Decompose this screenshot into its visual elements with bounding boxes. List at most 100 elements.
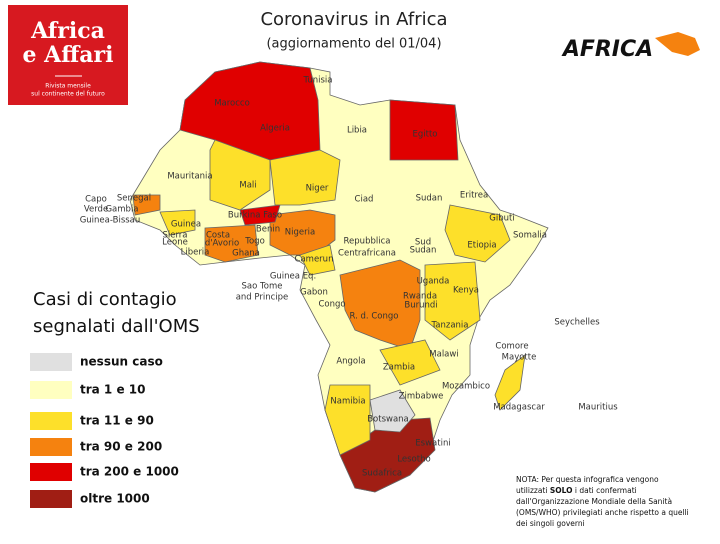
note-line: dei singoli governi — [516, 519, 585, 528]
country-label: Mayotte — [502, 353, 537, 363]
country-label: Lesotho — [397, 455, 430, 465]
region — [239, 204, 281, 226]
legend-label: nessun caso — [80, 355, 163, 369]
country-label: Burundi — [404, 301, 437, 311]
country-label: Eritrea — [460, 191, 488, 201]
legend-label: oltre 1000 — [80, 492, 150, 506]
legend-label: tra 1 e 10 — [80, 383, 145, 397]
country-label: Benin — [256, 225, 280, 235]
country-label: Capo — [85, 195, 107, 205]
legend-swatch — [30, 412, 72, 430]
country-label: Burkina Faso — [228, 211, 282, 221]
region — [369, 389, 416, 433]
country-label: Namibia — [330, 397, 365, 407]
country-label: Tunisia — [302, 76, 332, 86]
country-label: Mauritius — [578, 403, 618, 413]
legend-label: tra 200 e 1000 — [80, 465, 179, 479]
country-label: Kenya — [453, 286, 479, 296]
legend-swatch — [30, 353, 72, 371]
country-label: Costa — [206, 231, 230, 241]
country-label: Sudafrica — [362, 469, 402, 479]
country-label: Gabon — [300, 288, 328, 298]
legend-swatch — [30, 463, 72, 481]
country-label: Marocco — [214, 99, 250, 109]
country-label: Mauritania — [167, 172, 212, 182]
note-part: i dati confermati — [573, 486, 637, 495]
logo-tagline: Rivista mensile — [45, 83, 91, 90]
country-label: Togo — [244, 237, 265, 247]
region — [494, 354, 526, 411]
country-label: Congo — [318, 300, 345, 310]
region — [204, 224, 259, 263]
country-label: Malawi — [429, 350, 458, 360]
region — [424, 261, 481, 341]
country-label: Eswatini — [415, 439, 450, 449]
country-label: Tanzania — [430, 321, 468, 331]
legend-label: tra 90 e 200 — [80, 440, 162, 454]
country-label: Gambia — [105, 205, 138, 215]
country-label: Sierra — [162, 231, 187, 241]
map — [129, 61, 549, 493]
note-part: utilizzati — [516, 486, 550, 495]
region — [379, 339, 441, 386]
country-label: Centrafricana — [338, 249, 396, 259]
country-label: Botswana — [367, 415, 409, 425]
subtitle: (aggiornamento del 01/04) — [266, 37, 441, 52]
title: Coronavirus in Africa — [260, 9, 447, 30]
country-label: Rwanda — [403, 292, 437, 302]
country-label: and Principe — [236, 293, 289, 303]
logo-name: e Affari — [23, 42, 114, 68]
country-label: Sao Tome — [242, 282, 283, 292]
legend-swatch — [30, 381, 72, 399]
country-label: Madagascar — [493, 403, 545, 413]
country-label: Mali — [239, 181, 256, 191]
country-labels: Tunisia Marocco Algeria Libia Egitto Mauritan… — [80, 76, 619, 479]
country-label: Uganda — [417, 277, 450, 287]
country-label: Etiopia — [467, 241, 496, 251]
logo-tagline: sul continente del futuro — [31, 91, 105, 98]
note: NOTA: Per questa infografica vengono uti… — [516, 475, 689, 528]
note-line: dall'Organizzazione Mondiale della Sanit… — [516, 497, 672, 506]
country-label: Ciad — [355, 195, 374, 205]
logo-name: Africa — [30, 18, 105, 44]
note-part: SOLO — [550, 486, 573, 495]
country-label: Verde — [84, 205, 108, 215]
country-label: R. d. Congo — [350, 312, 399, 322]
region — [389, 99, 459, 161]
country-label: Senegal — [117, 194, 151, 204]
country-label: Ghana — [232, 249, 260, 259]
legend-label: tra 11 e 90 — [80, 414, 154, 428]
country-label: Liberia — [181, 248, 210, 258]
country-label: Guinea Eq. — [270, 272, 316, 282]
legend: Casi di contagio segnalati dall'OMS ness… — [30, 289, 200, 508]
country-label: Seychelles — [554, 318, 600, 328]
country-label: Egitto — [413, 130, 438, 140]
note-line: utilizzati SOLO i dati confermati — [516, 486, 637, 495]
country-label: Gibuti — [489, 214, 514, 224]
region — [269, 149, 341, 206]
legend-title: segnalati dall'OMS — [33, 316, 200, 337]
country-label: Camerun — [295, 255, 334, 265]
country-label: Repubblica — [344, 237, 391, 247]
country-label: Nigeria — [285, 228, 315, 238]
country-label: Guinea — [171, 220, 201, 230]
brand-shape — [655, 32, 700, 56]
region — [132, 194, 161, 216]
country-label: Algeria — [260, 124, 290, 134]
brand: AFRICA — [561, 37, 653, 62]
country-label: Angola — [336, 357, 365, 367]
country-label: Mozambico — [442, 382, 490, 392]
legend-title: Casi di contagio — [33, 289, 177, 310]
country-label: Comore — [495, 342, 528, 352]
country-label: Niger — [306, 184, 329, 194]
country-label: Sudan — [410, 246, 437, 256]
logo-box — [8, 5, 128, 105]
region — [324, 384, 371, 456]
country-label: Sudan — [416, 194, 443, 204]
country-label: Zambia — [383, 363, 415, 373]
country-label: Guinea-Bissau — [80, 216, 141, 226]
country-label: d'Avorio — [205, 239, 239, 249]
country-label: Somalia — [513, 231, 547, 241]
country-label: Sud — [415, 238, 431, 248]
